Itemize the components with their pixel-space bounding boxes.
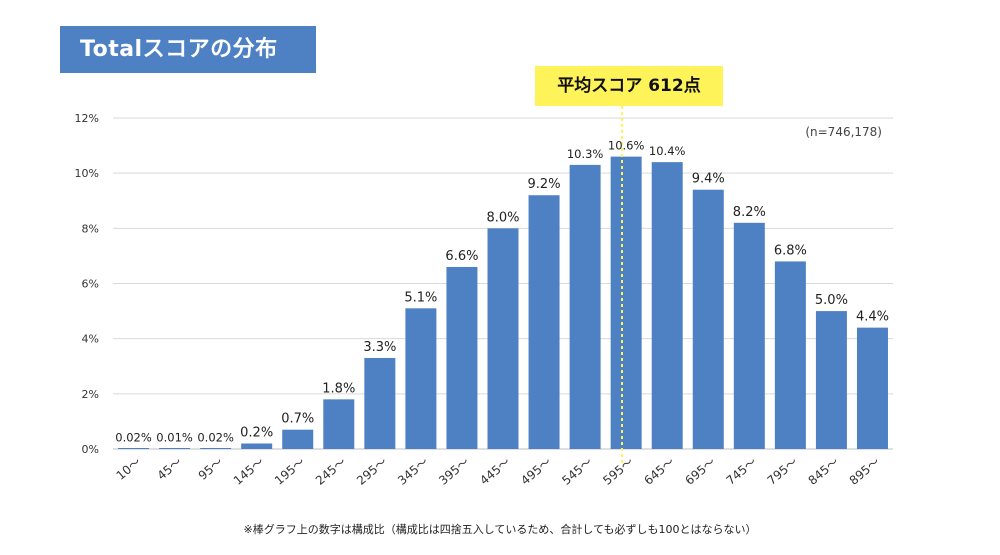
x-tick-label: 895～ bbox=[847, 455, 883, 488]
data-label: 9.4% bbox=[692, 172, 725, 187]
data-label: 4.4% bbox=[856, 310, 889, 325]
x-tick-label: 245～ bbox=[313, 455, 349, 488]
y-tick-label: 6% bbox=[82, 278, 99, 291]
x-tick-label: 10～ bbox=[114, 455, 144, 483]
y-axis-ticks: 0% 2% 4% 6% 8% 10% 12% bbox=[75, 112, 99, 456]
x-tick-label: 745～ bbox=[724, 455, 760, 488]
x-tick-label: 45～ bbox=[155, 455, 185, 483]
data-label: 8.2% bbox=[733, 205, 766, 220]
data-label: 10.3% bbox=[567, 147, 604, 161]
x-tick-label: 795～ bbox=[765, 455, 801, 488]
bar bbox=[487, 228, 519, 449]
bar bbox=[200, 448, 232, 449]
bar bbox=[405, 308, 437, 449]
x-tick-label: 395～ bbox=[436, 455, 472, 488]
x-tick-label: 445～ bbox=[477, 455, 513, 488]
x-tick-label: 295～ bbox=[354, 455, 390, 488]
bar bbox=[159, 448, 191, 449]
data-label: 0.01% bbox=[156, 431, 193, 445]
bar bbox=[856, 327, 888, 449]
x-tick-label: 345～ bbox=[395, 455, 431, 488]
bar bbox=[364, 357, 396, 449]
bar bbox=[282, 429, 314, 449]
bar bbox=[610, 156, 642, 449]
data-label: 9.2% bbox=[528, 177, 561, 192]
bar bbox=[323, 399, 355, 449]
y-tick-label: 10% bbox=[75, 167, 99, 180]
bar bbox=[774, 261, 806, 449]
x-tick-label: 95～ bbox=[196, 455, 226, 483]
data-label: 0.02% bbox=[197, 430, 234, 444]
bar bbox=[241, 443, 273, 449]
chart-title: Totalスコアの分布 bbox=[60, 26, 316, 73]
footnote: ※棒グラフ上の数字は構成比（構成比は四捨五入しているため、合計しても必ずしも10… bbox=[243, 523, 757, 536]
sample-size-note: (n=746,178) bbox=[805, 125, 882, 139]
bar bbox=[733, 222, 765, 449]
x-tick-label: 145～ bbox=[231, 455, 267, 488]
y-tick-label: 4% bbox=[82, 333, 99, 346]
x-axis-ticks: 10～ 45～ 95～ 145～ 195～ 245～ 295～ 345～ 395～ 445～ 495… bbox=[114, 455, 883, 488]
data-label: 1.8% bbox=[322, 381, 355, 396]
x-tick-label: 495～ bbox=[518, 455, 554, 488]
bar bbox=[815, 311, 847, 449]
bars bbox=[118, 156, 888, 449]
data-label: 0.2% bbox=[240, 425, 273, 440]
data-label: 3.3% bbox=[363, 340, 396, 355]
average-score-label: 平均スコア 612点 bbox=[535, 66, 723, 106]
data-label: 10.6% bbox=[608, 139, 645, 153]
data-labels: 0.02% 0.01% 0.02% 0.2% 0.7% 1.8% 3.3% 5.1% 6.6% 8… bbox=[115, 139, 889, 445]
data-label: 5.0% bbox=[815, 293, 848, 308]
x-tick-label: 595～ bbox=[600, 455, 636, 488]
x-tick-label: 195～ bbox=[272, 455, 308, 488]
data-label: 8.0% bbox=[486, 210, 519, 225]
x-tick-label: 695～ bbox=[682, 455, 718, 488]
data-label: 5.1% bbox=[404, 290, 437, 305]
bar bbox=[118, 448, 150, 449]
y-tick-label: 8% bbox=[82, 222, 99, 235]
x-tick-label: 845～ bbox=[806, 455, 842, 488]
data-label: 6.6% bbox=[445, 249, 478, 264]
data-label: 0.02% bbox=[115, 430, 152, 444]
data-label: 10.4% bbox=[649, 144, 686, 158]
bar bbox=[692, 189, 724, 449]
bar bbox=[446, 266, 478, 449]
y-tick-label: 0% bbox=[82, 443, 99, 456]
y-tick-label: 12% bbox=[75, 112, 99, 125]
x-tick-label: 545～ bbox=[559, 455, 595, 488]
bar bbox=[528, 195, 560, 449]
bar bbox=[651, 162, 683, 449]
data-label: 6.8% bbox=[774, 243, 807, 258]
data-label: 0.7% bbox=[281, 412, 314, 427]
x-tick-label: 645～ bbox=[641, 455, 677, 488]
bar bbox=[569, 164, 601, 449]
y-tick-label: 2% bbox=[82, 388, 99, 401]
